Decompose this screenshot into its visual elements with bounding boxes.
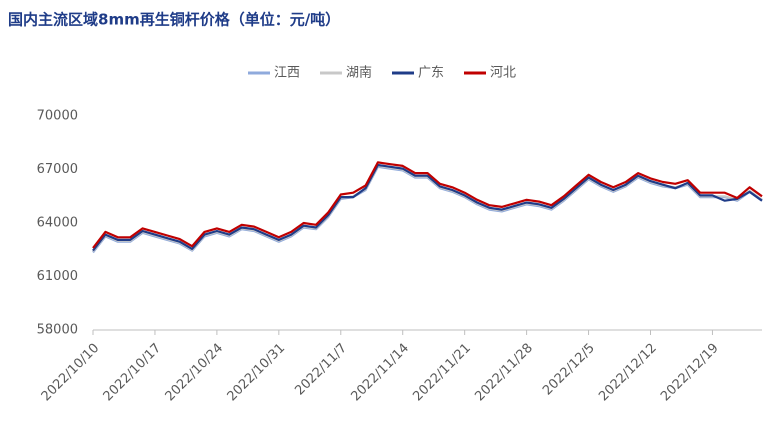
x-tick-label: 2022/11/7: [292, 341, 350, 399]
legend-label: 江西: [274, 66, 300, 81]
x-tick-label: 2022/11/28: [472, 341, 536, 405]
series-line: [92, 161, 763, 249]
series-line: [92, 163, 763, 252]
x-tick-label: 2022/11/21: [410, 341, 474, 405]
y-tick-label: 67000: [37, 162, 78, 177]
y-tick-label: 70000: [37, 109, 78, 124]
x-tick-label: 2022/10/31: [225, 341, 289, 405]
x-tick-label: 2022/12/19: [658, 341, 722, 405]
chart-title: 国内主流区域8mm再生铜杆价格（单位：元/吨）: [8, 11, 340, 29]
y-tick-label: 58000: [37, 323, 78, 338]
x-tick-label: 2022/10/17: [101, 341, 165, 405]
series-line: [92, 165, 763, 254]
legend-label: 河北: [490, 66, 516, 81]
x-tick-label: 2022/11/14: [348, 341, 412, 405]
x-tick-label: 2022/12/5: [540, 341, 598, 399]
x-tick-label: 2022/12/12: [596, 341, 660, 405]
x-tick-label: 2022/10/24: [163, 341, 227, 405]
legend-label: 广东: [418, 66, 444, 81]
y-tick-label: 61000: [37, 269, 78, 284]
legend-label: 湖南: [346, 65, 372, 81]
x-tick-label: 2022/10/10: [39, 341, 103, 405]
y-tick-label: 64000: [37, 216, 78, 231]
